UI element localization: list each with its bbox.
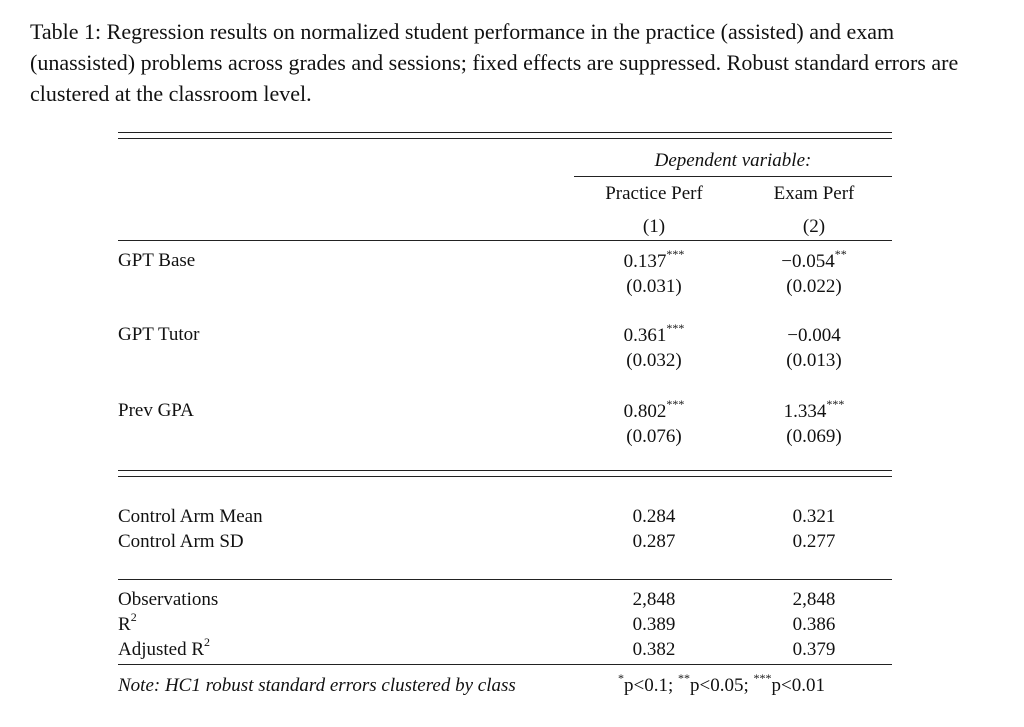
table-caption: Table 1: Regression results on normalize… — [30, 19, 959, 106]
coef-cell: 0.361*** — [623, 320, 685, 346]
row-label: Prev GPA — [118, 400, 194, 421]
stats-rule — [118, 579, 892, 580]
middle-rule-2 — [118, 476, 892, 477]
row-label: GPT Tutor — [118, 324, 200, 345]
row-label: GPT Base — [118, 250, 196, 271]
header-bottom-rule — [118, 240, 892, 241]
dependent-variable-header: Dependent variable: — [654, 150, 812, 171]
significance-legend: *p<0.1; **p<0.05; ***p<0.01 — [618, 670, 825, 696]
coef-cell: 0.802*** — [623, 396, 685, 422]
header-subrule — [574, 176, 892, 177]
row-label: Control Arm Mean — [118, 506, 263, 527]
coef-cell: −0.004 — [787, 325, 841, 346]
value-cell: 0.379 — [792, 639, 836, 660]
row-label: Adjusted R2 — [118, 634, 211, 660]
table-note: Note: HC1 robust standard errors cluster… — [118, 675, 516, 696]
value-cell: 0.389 — [632, 614, 676, 635]
top-rule-2 — [118, 138, 892, 139]
bottom-rule — [118, 664, 892, 665]
coef-cell: 0.137*** — [623, 246, 685, 272]
value-cell: 0.284 — [632, 506, 676, 527]
value-cell: 0.321 — [792, 506, 836, 527]
row-label: R2 — [118, 609, 137, 635]
coef-cell: −0.054** — [781, 246, 847, 272]
col2-name: Exam Perf — [773, 183, 855, 204]
value-cell: 0.277 — [792, 531, 836, 552]
value-cell: 2,848 — [632, 589, 676, 610]
row-label: Control Arm SD — [118, 531, 244, 552]
se-cell: (0.032) — [626, 350, 682, 371]
value-cell: 2,848 — [792, 589, 836, 610]
value-cell: 0.382 — [632, 639, 676, 660]
top-rule — [118, 132, 892, 133]
col1-number: (1) — [642, 216, 666, 237]
row-label: Observations — [118, 589, 219, 610]
col1-name: Practice Perf — [605, 183, 703, 204]
value-cell: 0.386 — [792, 614, 836, 635]
coef-cell: 1.334*** — [783, 396, 845, 422]
se-cell: (0.013) — [786, 350, 842, 371]
value-cell: 0.287 — [632, 531, 676, 552]
se-cell: (0.031) — [626, 276, 682, 297]
se-cell: (0.076) — [626, 426, 682, 447]
col2-number: (2) — [802, 216, 826, 237]
se-cell: (0.069) — [786, 426, 842, 447]
se-cell: (0.022) — [786, 276, 842, 297]
middle-rule — [118, 470, 892, 471]
